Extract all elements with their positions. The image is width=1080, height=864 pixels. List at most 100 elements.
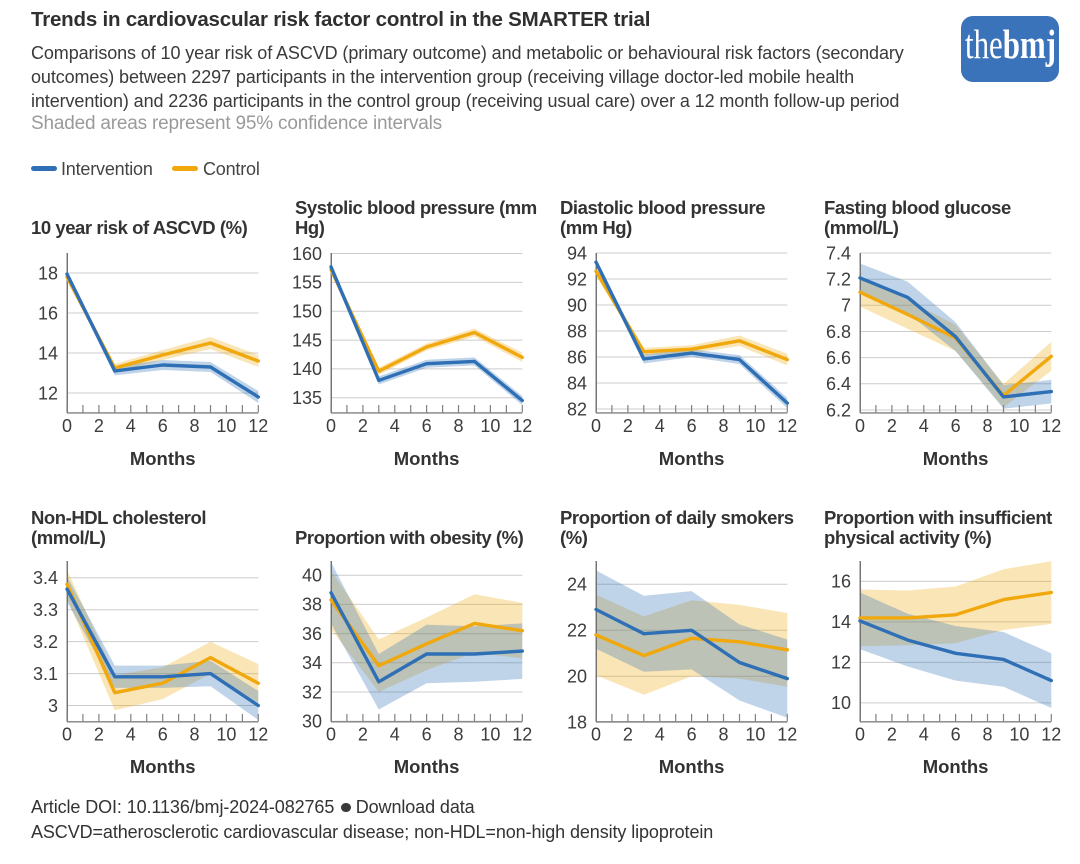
svg-text:6: 6 <box>951 416 961 436</box>
svg-text:10: 10 <box>1009 724 1029 744</box>
svg-text:32: 32 <box>302 682 322 702</box>
svg-text:2: 2 <box>358 416 368 436</box>
svg-text:10: 10 <box>480 724 500 744</box>
svg-text:4: 4 <box>390 724 400 744</box>
svg-text:2: 2 <box>887 416 897 436</box>
svg-text:Months: Months <box>394 756 460 777</box>
svg-text:8: 8 <box>982 724 992 744</box>
svg-text:145: 145 <box>292 330 322 350</box>
svg-text:6: 6 <box>422 724 432 744</box>
svg-text:86: 86 <box>567 347 587 367</box>
svg-text:150: 150 <box>292 302 322 322</box>
svg-text:4: 4 <box>126 416 136 436</box>
svg-text:2: 2 <box>623 724 633 744</box>
svg-text:6.2: 6.2 <box>826 400 851 420</box>
svg-text:6: 6 <box>687 724 697 744</box>
svg-text:140: 140 <box>292 359 322 379</box>
svg-text:10: 10 <box>480 416 500 436</box>
svg-text:135: 135 <box>292 388 322 408</box>
svg-text:6.4: 6.4 <box>826 374 851 394</box>
svg-text:8: 8 <box>718 724 728 744</box>
svg-text:4: 4 <box>655 724 665 744</box>
svg-text:6: 6 <box>158 416 168 436</box>
svg-text:92: 92 <box>567 269 587 289</box>
svg-text:thebmj: thebmj <box>965 21 1056 67</box>
svg-text:7: 7 <box>841 296 851 316</box>
svg-text:82: 82 <box>567 399 587 419</box>
svg-text:10: 10 <box>1009 416 1029 436</box>
svg-text:12: 12 <box>1041 416 1061 436</box>
svg-text:2: 2 <box>358 724 368 744</box>
svg-text:3: 3 <box>48 696 58 716</box>
svg-text:12: 12 <box>38 383 58 403</box>
svg-text:14: 14 <box>831 612 851 632</box>
svg-text:36: 36 <box>302 624 322 644</box>
svg-text:38: 38 <box>302 594 322 614</box>
svg-text:6.8: 6.8 <box>826 322 851 342</box>
svg-text:12: 12 <box>831 652 851 672</box>
svg-text:0: 0 <box>62 416 72 436</box>
svg-text:10: 10 <box>745 724 765 744</box>
svg-text:4: 4 <box>126 724 136 744</box>
svg-text:10: 10 <box>745 416 765 436</box>
svg-text:0: 0 <box>591 416 601 436</box>
svg-text:155: 155 <box>292 273 322 293</box>
svg-text:40: 40 <box>302 565 322 585</box>
svg-text:4: 4 <box>919 724 929 744</box>
svg-text:14: 14 <box>38 343 58 363</box>
svg-text:Months: Months <box>923 448 989 469</box>
svg-text:7.4: 7.4 <box>826 243 851 263</box>
svg-text:Months: Months <box>659 756 725 777</box>
svg-text:12: 12 <box>248 724 268 744</box>
svg-text:2: 2 <box>94 416 104 436</box>
svg-text:3.3: 3.3 <box>33 600 58 620</box>
svg-text:12: 12 <box>1041 724 1061 744</box>
svg-text:10: 10 <box>831 693 851 713</box>
svg-text:18: 18 <box>38 263 58 283</box>
svg-text:8: 8 <box>718 416 728 436</box>
svg-text:3.4: 3.4 <box>33 568 58 588</box>
svg-text:4: 4 <box>655 416 665 436</box>
svg-text:3.2: 3.2 <box>33 632 58 652</box>
svg-text:2: 2 <box>623 416 633 436</box>
svg-text:34: 34 <box>302 653 322 673</box>
svg-text:8: 8 <box>453 724 463 744</box>
svg-text:6: 6 <box>951 724 961 744</box>
svg-text:8: 8 <box>189 724 199 744</box>
svg-text:160: 160 <box>292 244 322 264</box>
svg-text:8: 8 <box>189 416 199 436</box>
svg-text:94: 94 <box>567 243 587 263</box>
svg-text:10: 10 <box>216 416 236 436</box>
svg-text:6: 6 <box>422 416 432 436</box>
svg-text:0: 0 <box>326 416 336 436</box>
svg-text:Months: Months <box>923 756 989 777</box>
svg-text:4: 4 <box>390 416 400 436</box>
svg-text:12: 12 <box>512 416 532 436</box>
svg-text:0: 0 <box>855 724 865 744</box>
svg-text:12: 12 <box>777 724 797 744</box>
svg-text:Months: Months <box>130 756 196 777</box>
svg-text:10: 10 <box>216 724 236 744</box>
svg-text:0: 0 <box>591 724 601 744</box>
svg-text:2: 2 <box>94 724 104 744</box>
svg-text:20: 20 <box>567 666 587 686</box>
svg-text:18: 18 <box>567 712 587 732</box>
svg-text:0: 0 <box>855 416 865 436</box>
svg-text:16: 16 <box>38 303 58 323</box>
svg-text:88: 88 <box>567 321 587 341</box>
svg-text:6: 6 <box>687 416 697 436</box>
svg-text:6.6: 6.6 <box>826 348 851 368</box>
svg-text:0: 0 <box>326 724 336 744</box>
svg-text:16: 16 <box>831 571 851 591</box>
svg-text:8: 8 <box>982 416 992 436</box>
svg-text:12: 12 <box>248 416 268 436</box>
svg-text:90: 90 <box>567 295 587 315</box>
svg-text:30: 30 <box>302 711 322 731</box>
svg-text:Months: Months <box>130 448 196 469</box>
svg-text:2: 2 <box>887 724 897 744</box>
svg-text:8: 8 <box>453 416 463 436</box>
svg-text:6: 6 <box>158 724 168 744</box>
svg-text:12: 12 <box>512 724 532 744</box>
svg-text:7.2: 7.2 <box>826 270 851 290</box>
svg-text:12: 12 <box>777 416 797 436</box>
